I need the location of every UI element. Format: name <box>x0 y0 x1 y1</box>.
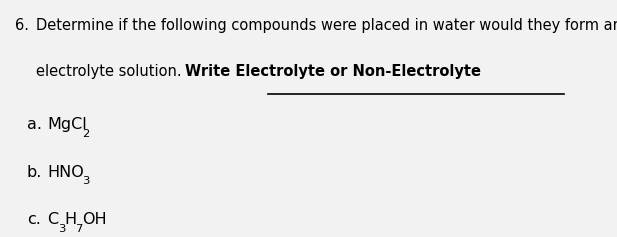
Text: H: H <box>65 212 77 227</box>
Text: OH: OH <box>81 212 106 227</box>
Text: C: C <box>48 212 59 227</box>
Text: electrolyte solution.: electrolyte solution. <box>36 64 191 79</box>
Text: c.: c. <box>27 212 41 227</box>
Text: 3: 3 <box>57 224 65 234</box>
Text: 3: 3 <box>81 176 89 186</box>
Text: MgCl: MgCl <box>48 117 87 132</box>
Text: 2: 2 <box>83 129 90 139</box>
Text: HNO: HNO <box>48 165 85 180</box>
Text: b.: b. <box>27 165 42 180</box>
Text: 6.: 6. <box>15 18 29 33</box>
Text: Determine if the following compounds were placed in water would they form and: Determine if the following compounds wer… <box>36 18 617 33</box>
Text: 7: 7 <box>75 224 82 234</box>
Text: a.: a. <box>27 117 42 132</box>
Text: Write Electrolyte or Non-Electrolyte: Write Electrolyte or Non-Electrolyte <box>185 64 481 79</box>
